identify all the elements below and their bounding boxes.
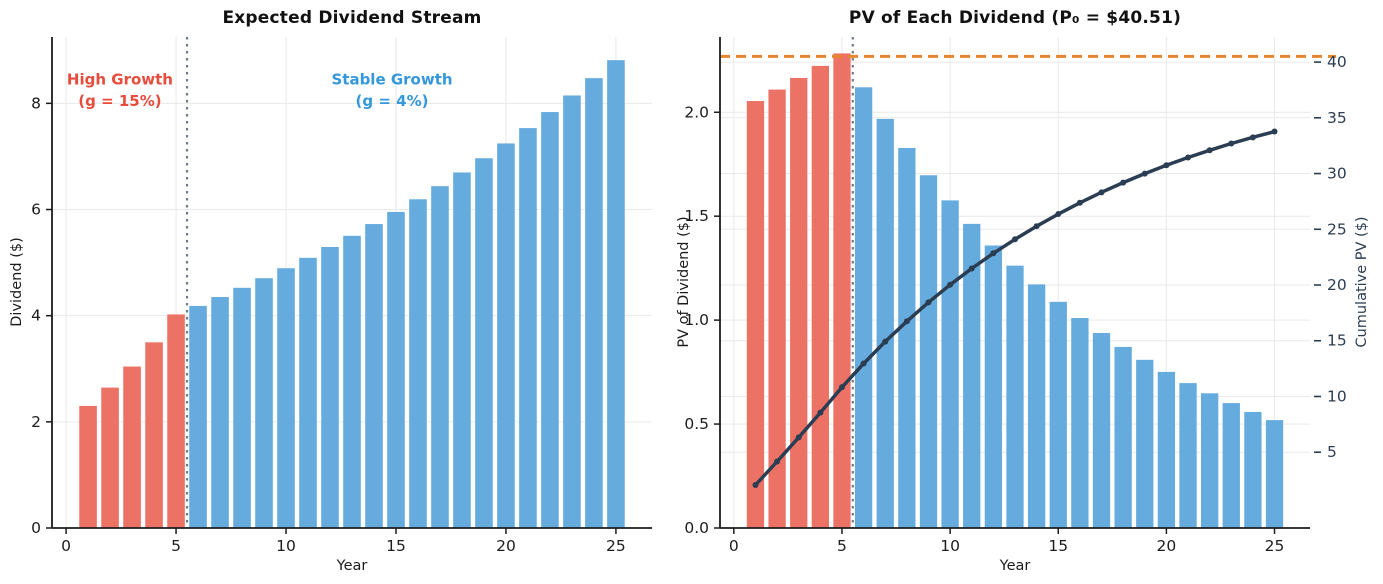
stable-growth-bar <box>343 235 361 529</box>
stable-growth-bar <box>1006 265 1024 528</box>
stable-growth-bar <box>563 95 581 529</box>
stable-growth-bar <box>409 199 427 528</box>
high-growth-bar <box>811 65 830 528</box>
stable-growth-bar <box>854 87 873 529</box>
stable-growth-bar <box>519 128 537 528</box>
svg-text:25: 25 <box>1327 220 1347 238</box>
svg-text:25: 25 <box>606 537 626 555</box>
stable-growth-bar <box>233 287 251 528</box>
stable-growth-bar <box>321 246 339 528</box>
high-growth-bar <box>768 89 786 529</box>
cumulative-pv-markers <box>752 128 1278 489</box>
stable-growth-bar <box>1244 412 1262 528</box>
stable-growth-bar <box>1027 284 1046 528</box>
svg-text:10: 10 <box>1327 387 1347 405</box>
left-chart-title: Expected Dividend Stream <box>222 8 482 28</box>
svg-text:5: 5 <box>837 537 847 555</box>
svg-text:2: 2 <box>31 413 41 431</box>
svg-text:40: 40 <box>1327 53 1347 71</box>
growth-annotation-0: High Growth (g = 15%) <box>67 70 173 110</box>
high-growth-bar <box>790 77 808 529</box>
y-tick-labels: 0.0 0.5 1.0 1.5 2.0 <box>684 103 720 537</box>
svg-text:0: 0 <box>61 537 71 555</box>
svg-text:5: 5 <box>171 537 181 555</box>
right-y-tick-labels: 5 10 15 20 25 30 35 40 <box>1314 53 1347 461</box>
stable-growth-bar <box>1222 403 1240 528</box>
svg-text:35: 35 <box>1327 109 1347 127</box>
svg-text:6: 6 <box>31 201 41 219</box>
svg-text:15: 15 <box>386 537 406 555</box>
svg-text:25: 25 <box>1265 537 1285 555</box>
stable-growth-bar <box>607 60 625 529</box>
stable-growth-bar <box>211 297 229 528</box>
svg-text:1.5: 1.5 <box>684 207 709 225</box>
stable-growth-bar <box>963 223 981 528</box>
stable-growth-bar <box>1136 359 1154 528</box>
svg-text:0: 0 <box>31 519 41 537</box>
svg-text:15: 15 <box>1327 332 1347 350</box>
stable-growth-bar <box>277 268 295 528</box>
svg-text:20: 20 <box>496 537 516 555</box>
high-growth-bar <box>123 366 141 528</box>
stable-growth-bar <box>585 78 603 528</box>
bars <box>746 53 1284 529</box>
left-chart-xlabel: Year <box>336 558 368 574</box>
stable-growth-bar <box>1157 371 1176 528</box>
stable-growth-bar <box>541 112 559 529</box>
svg-text:30: 30 <box>1327 165 1347 183</box>
high-growth-bar <box>833 53 851 529</box>
stable-growth-bar <box>1049 301 1067 528</box>
svg-text:0.5: 0.5 <box>684 415 709 433</box>
svg-text:1.0: 1.0 <box>684 311 709 329</box>
right-chart-title: PV of Each Dividend (P₀ = $40.51) <box>848 8 1182 28</box>
stable-growth-bar <box>475 158 493 528</box>
left-chart-ylabel: Dividend ($) <box>9 237 25 327</box>
stable-growth-bar <box>1179 383 1197 528</box>
stable-growth-bar <box>431 186 449 528</box>
stable-growth-bar <box>1200 393 1219 528</box>
svg-text:10: 10 <box>276 537 296 555</box>
high-growth-bar <box>79 405 97 528</box>
svg-text:15: 15 <box>1048 537 1068 555</box>
right-chart-ylabel-right: Cumulative PV ($) <box>1354 216 1370 348</box>
stable-growth-bar <box>898 148 916 529</box>
stable-growth-bar <box>497 143 515 529</box>
growth-annotation-1: Stable Growth (g = 4%) <box>331 70 452 110</box>
stable-growth-bar <box>365 224 383 528</box>
svg-text:20: 20 <box>1157 537 1177 555</box>
right-chart-xlabel: Year <box>999 558 1031 574</box>
y-tick-labels: 0 2 4 6 8 <box>31 94 52 537</box>
svg-text:20: 20 <box>1327 276 1347 294</box>
high-growth-bar <box>167 314 185 528</box>
stable-growth-bar <box>941 200 959 528</box>
stable-growth-bar <box>255 278 273 528</box>
svg-text:10: 10 <box>940 537 960 555</box>
svg-text:5: 5 <box>1327 443 1337 461</box>
svg-text:8: 8 <box>31 94 41 112</box>
svg-text:2.0: 2.0 <box>684 103 709 121</box>
stable-growth-bar <box>876 118 894 529</box>
stable-growth-bar <box>919 175 938 528</box>
stable-growth-bar <box>1265 420 1284 528</box>
stable-growth-bar <box>984 245 1003 529</box>
stable-growth-bar <box>453 172 471 528</box>
stable-growth-bar <box>189 305 207 528</box>
stable-growth-bar <box>387 211 405 528</box>
high-growth-bar <box>101 387 119 528</box>
stable-growth-bar <box>1092 333 1111 528</box>
stable-growth-bar <box>299 257 317 528</box>
svg-text:0.0: 0.0 <box>684 519 709 537</box>
high-growth-bar <box>145 342 163 528</box>
svg-text:4: 4 <box>31 307 41 325</box>
x-tick-labels: 0 5 10 15 20 25 <box>729 528 1284 555</box>
x-tick-labels: 0 5 10 15 20 25 <box>61 528 626 555</box>
right-chart-ylabel-left: PV of Dividend ($) <box>676 216 692 348</box>
bars <box>79 60 625 529</box>
high-growth-bar <box>746 101 765 529</box>
stable-growth-bar <box>1114 346 1132 528</box>
stable-growth-bar <box>1071 318 1089 528</box>
svg-text:0: 0 <box>729 537 739 555</box>
